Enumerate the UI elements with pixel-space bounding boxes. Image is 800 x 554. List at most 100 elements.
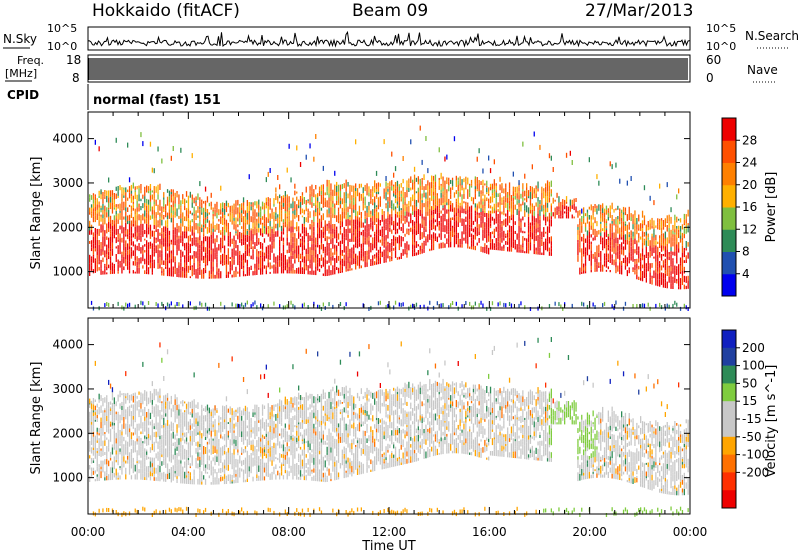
scatter-cell: [474, 234, 476, 240]
scatter-cell: [269, 257, 271, 260]
scatter-cell: [543, 204, 545, 209]
scatter-cell: [685, 219, 687, 224]
scatter-cell: [607, 212, 609, 217]
scatter-cell: [520, 244, 522, 250]
scatter-cell: [315, 212, 317, 217]
scatter-cell: [526, 183, 528, 188]
y-tick-label: 1000: [52, 265, 83, 279]
scatter-cell: [622, 250, 625, 256]
scatter-cell: [678, 280, 680, 287]
scatter-cell: [197, 271, 199, 279]
scatter-cell: [334, 190, 336, 196]
scatter-cell: [172, 255, 174, 263]
scatter-cell: [320, 307, 323, 311]
scatter-cell: [421, 198, 423, 201]
scatter-cell: [195, 237, 197, 240]
scatter-cell: [594, 208, 596, 212]
scatter-cell: [389, 197, 391, 202]
scatter-cell: [600, 221, 602, 224]
scatter-cell: [491, 195, 494, 200]
scatter-cell: [583, 218, 585, 224]
scatter-cell: [125, 222, 127, 229]
scatter-cell: [258, 227, 260, 233]
scatter-cell: [600, 232, 602, 236]
scatter-cell: [660, 235, 663, 243]
scatter-cell: [662, 273, 665, 279]
scatter-cell: [467, 202, 469, 205]
scatter-cell: [565, 152, 568, 158]
scatter-cell: [330, 191, 332, 196]
scatter-cell: [315, 194, 317, 199]
scatter-cell: [146, 223, 148, 230]
scatter-cell: [364, 237, 366, 241]
scatter-cell: [92, 195, 95, 200]
scatter-cell: [128, 261, 131, 266]
scatter-cell: [600, 268, 602, 272]
scatter-cell: [161, 253, 163, 261]
scatter-cell: [584, 227, 587, 232]
scatter-cell: [127, 441, 129, 447]
scatter-cell: [687, 280, 689, 286]
scatter-cell: [108, 413, 110, 419]
scatter-cell: [140, 223, 142, 230]
scatter-cell: [252, 228, 254, 234]
scatter-cell: [339, 254, 342, 261]
scatter-cell: [242, 229, 245, 232]
scatter-cell: [615, 208, 617, 211]
scatter-cell: [554, 211, 556, 215]
scatter-cell: [123, 216, 125, 220]
scatter-cell: [172, 266, 174, 271]
scatter-cell: [286, 206, 288, 212]
scatter-cell: [423, 242, 425, 250]
scatter-cell: [497, 223, 499, 230]
scatter-cell: [659, 238, 661, 243]
scatter-cell: [220, 242, 222, 250]
scatter-cell: [174, 304, 176, 309]
scatter-cell: [457, 197, 459, 200]
scatter-cell: [111, 209, 114, 214]
scatter-cell: [605, 219, 608, 222]
scatter-cell: [664, 258, 666, 264]
scatter-cell: [290, 245, 292, 252]
scatter-cell: [113, 199, 115, 205]
scatter-cell: [193, 216, 195, 221]
scatter-cell: [163, 199, 165, 207]
scatter-cell: [678, 188, 680, 194]
scatter-cell: [660, 245, 663, 252]
scatter-cell: [334, 224, 336, 230]
scatter-cell: [535, 247, 537, 251]
scatter-cell: [130, 226, 133, 233]
scatter-cell: [288, 210, 290, 216]
scatter-cell: [127, 392, 129, 396]
scatter-cell: [621, 267, 623, 275]
scatter-cell: [233, 255, 235, 260]
scatter-cell: [216, 274, 218, 279]
scatter-cell: [320, 237, 323, 244]
scatter-cell: [241, 261, 243, 264]
scatter-cell: [508, 215, 511, 223]
scatter-cell: [674, 300, 676, 305]
scatter-cell: [109, 263, 112, 271]
scatter-cell: [123, 444, 125, 451]
scatter-cell: [347, 225, 349, 229]
scatter-cell: [265, 265, 267, 271]
scatter-cell: [102, 236, 104, 242]
scatter-cell: [423, 203, 425, 208]
scatter-cell: [470, 179, 473, 184]
scatter-cell: [111, 412, 114, 419]
scatter-cell: [94, 360, 96, 366]
scatter-cell: [389, 214, 391, 221]
scatter-cell: [334, 214, 336, 219]
scatter-cell: [212, 273, 214, 279]
scatter-cell: [109, 473, 112, 481]
scatter-cell: [204, 205, 207, 212]
scatter-cell: [130, 411, 133, 415]
scatter-cell: [484, 234, 486, 239]
scatter-cell: [343, 248, 345, 253]
scatter-cell: [489, 217, 492, 224]
scatter-cell: [317, 211, 319, 216]
scatter-cell: [609, 270, 611, 273]
scatter-cell: [398, 243, 400, 251]
scatter-cell: [254, 215, 256, 221]
scatter-cell: [638, 233, 640, 239]
